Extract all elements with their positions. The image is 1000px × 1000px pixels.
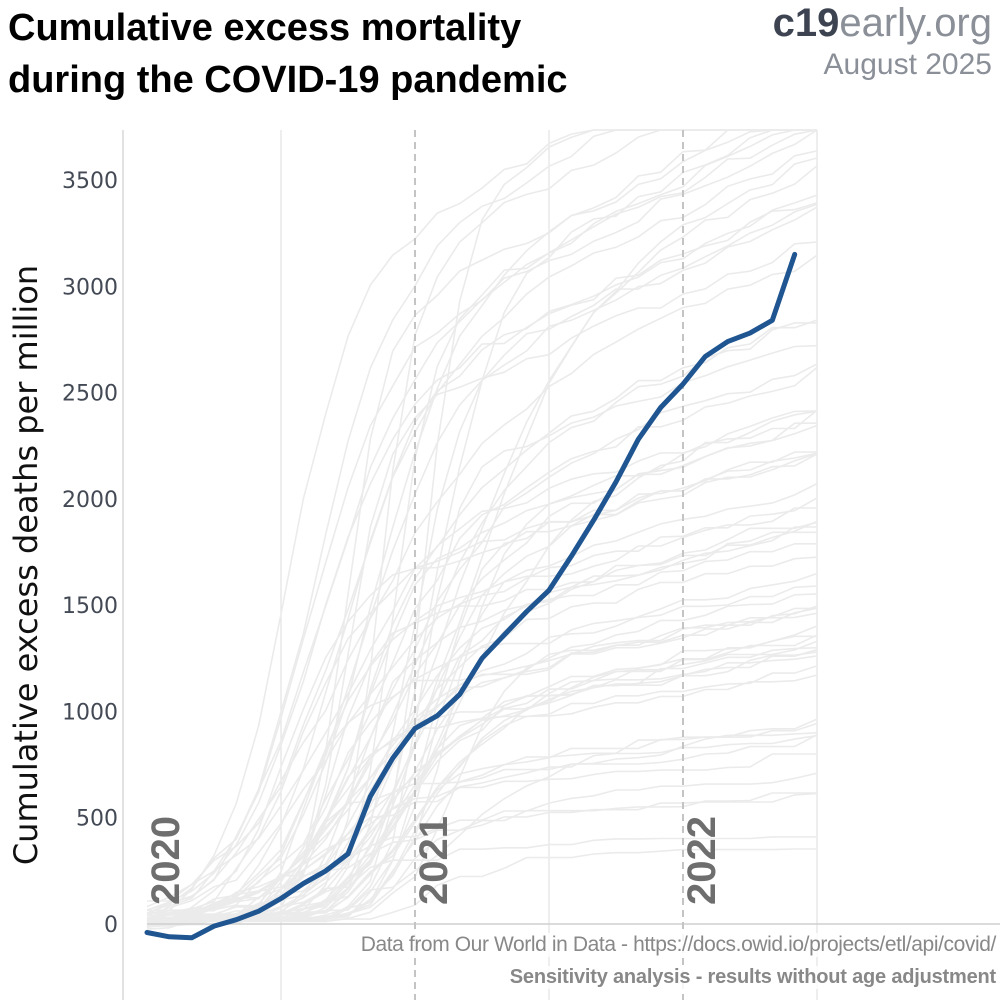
background-country-line xyxy=(146,451,817,925)
year-label: 2020 xyxy=(144,816,188,905)
background-country-line xyxy=(146,150,818,911)
sensitivity-note: Sensitivity analysis - results without a… xyxy=(509,966,996,989)
background-country-line xyxy=(147,612,818,923)
background-lines xyxy=(146,129,818,930)
chart-title: Cumulative excess mortality during the C… xyxy=(8,2,568,106)
brand-name-bold: c19 xyxy=(772,1,840,45)
brand-name: c19early.org xyxy=(773,0,992,46)
title-line-1: Cumulative excess mortality xyxy=(8,7,522,49)
y-axis-title: Cumulative excess deaths per million xyxy=(7,265,45,865)
brand-logo: c19early.org August 2025 xyxy=(773,0,992,84)
highlight-series-line xyxy=(144,251,798,941)
background-country-line xyxy=(147,129,817,923)
background-country-line xyxy=(147,531,817,927)
brand-name-light: early.org xyxy=(839,1,992,45)
source-note: Data from Our World in Data - https://do… xyxy=(360,933,996,957)
y-tick-label: 0 xyxy=(104,913,118,938)
background-country-line xyxy=(147,848,817,921)
year-label: 2021 xyxy=(412,816,456,905)
title-line-2: during the COVID-19 pandemic xyxy=(8,59,568,101)
background-country-line xyxy=(146,732,818,924)
background-country-line xyxy=(147,453,818,925)
background-country-line xyxy=(146,734,818,915)
background-country-line xyxy=(147,410,818,919)
y-tick-label: 1000 xyxy=(62,700,118,725)
y-tick-label: 1500 xyxy=(62,594,118,619)
background-country-line xyxy=(146,157,818,924)
background-country-line xyxy=(147,607,817,920)
y-tick-label: 2000 xyxy=(62,488,118,513)
background-country-line xyxy=(146,366,818,924)
y-tick-label: 3000 xyxy=(62,275,118,300)
y-tick-label: 500 xyxy=(76,807,118,832)
background-country-line xyxy=(146,202,818,911)
background-country-line xyxy=(146,605,818,925)
y-tick-label: 2500 xyxy=(62,382,118,407)
background-country-line xyxy=(146,497,818,917)
background-country-line xyxy=(146,572,818,915)
year-label: 2022 xyxy=(680,816,724,905)
background-country-line xyxy=(147,507,817,921)
brand-date: August 2025 xyxy=(823,48,992,81)
background-country-line xyxy=(146,194,818,926)
background-country-line xyxy=(146,254,818,908)
y-tick-label: 3500 xyxy=(62,169,118,194)
